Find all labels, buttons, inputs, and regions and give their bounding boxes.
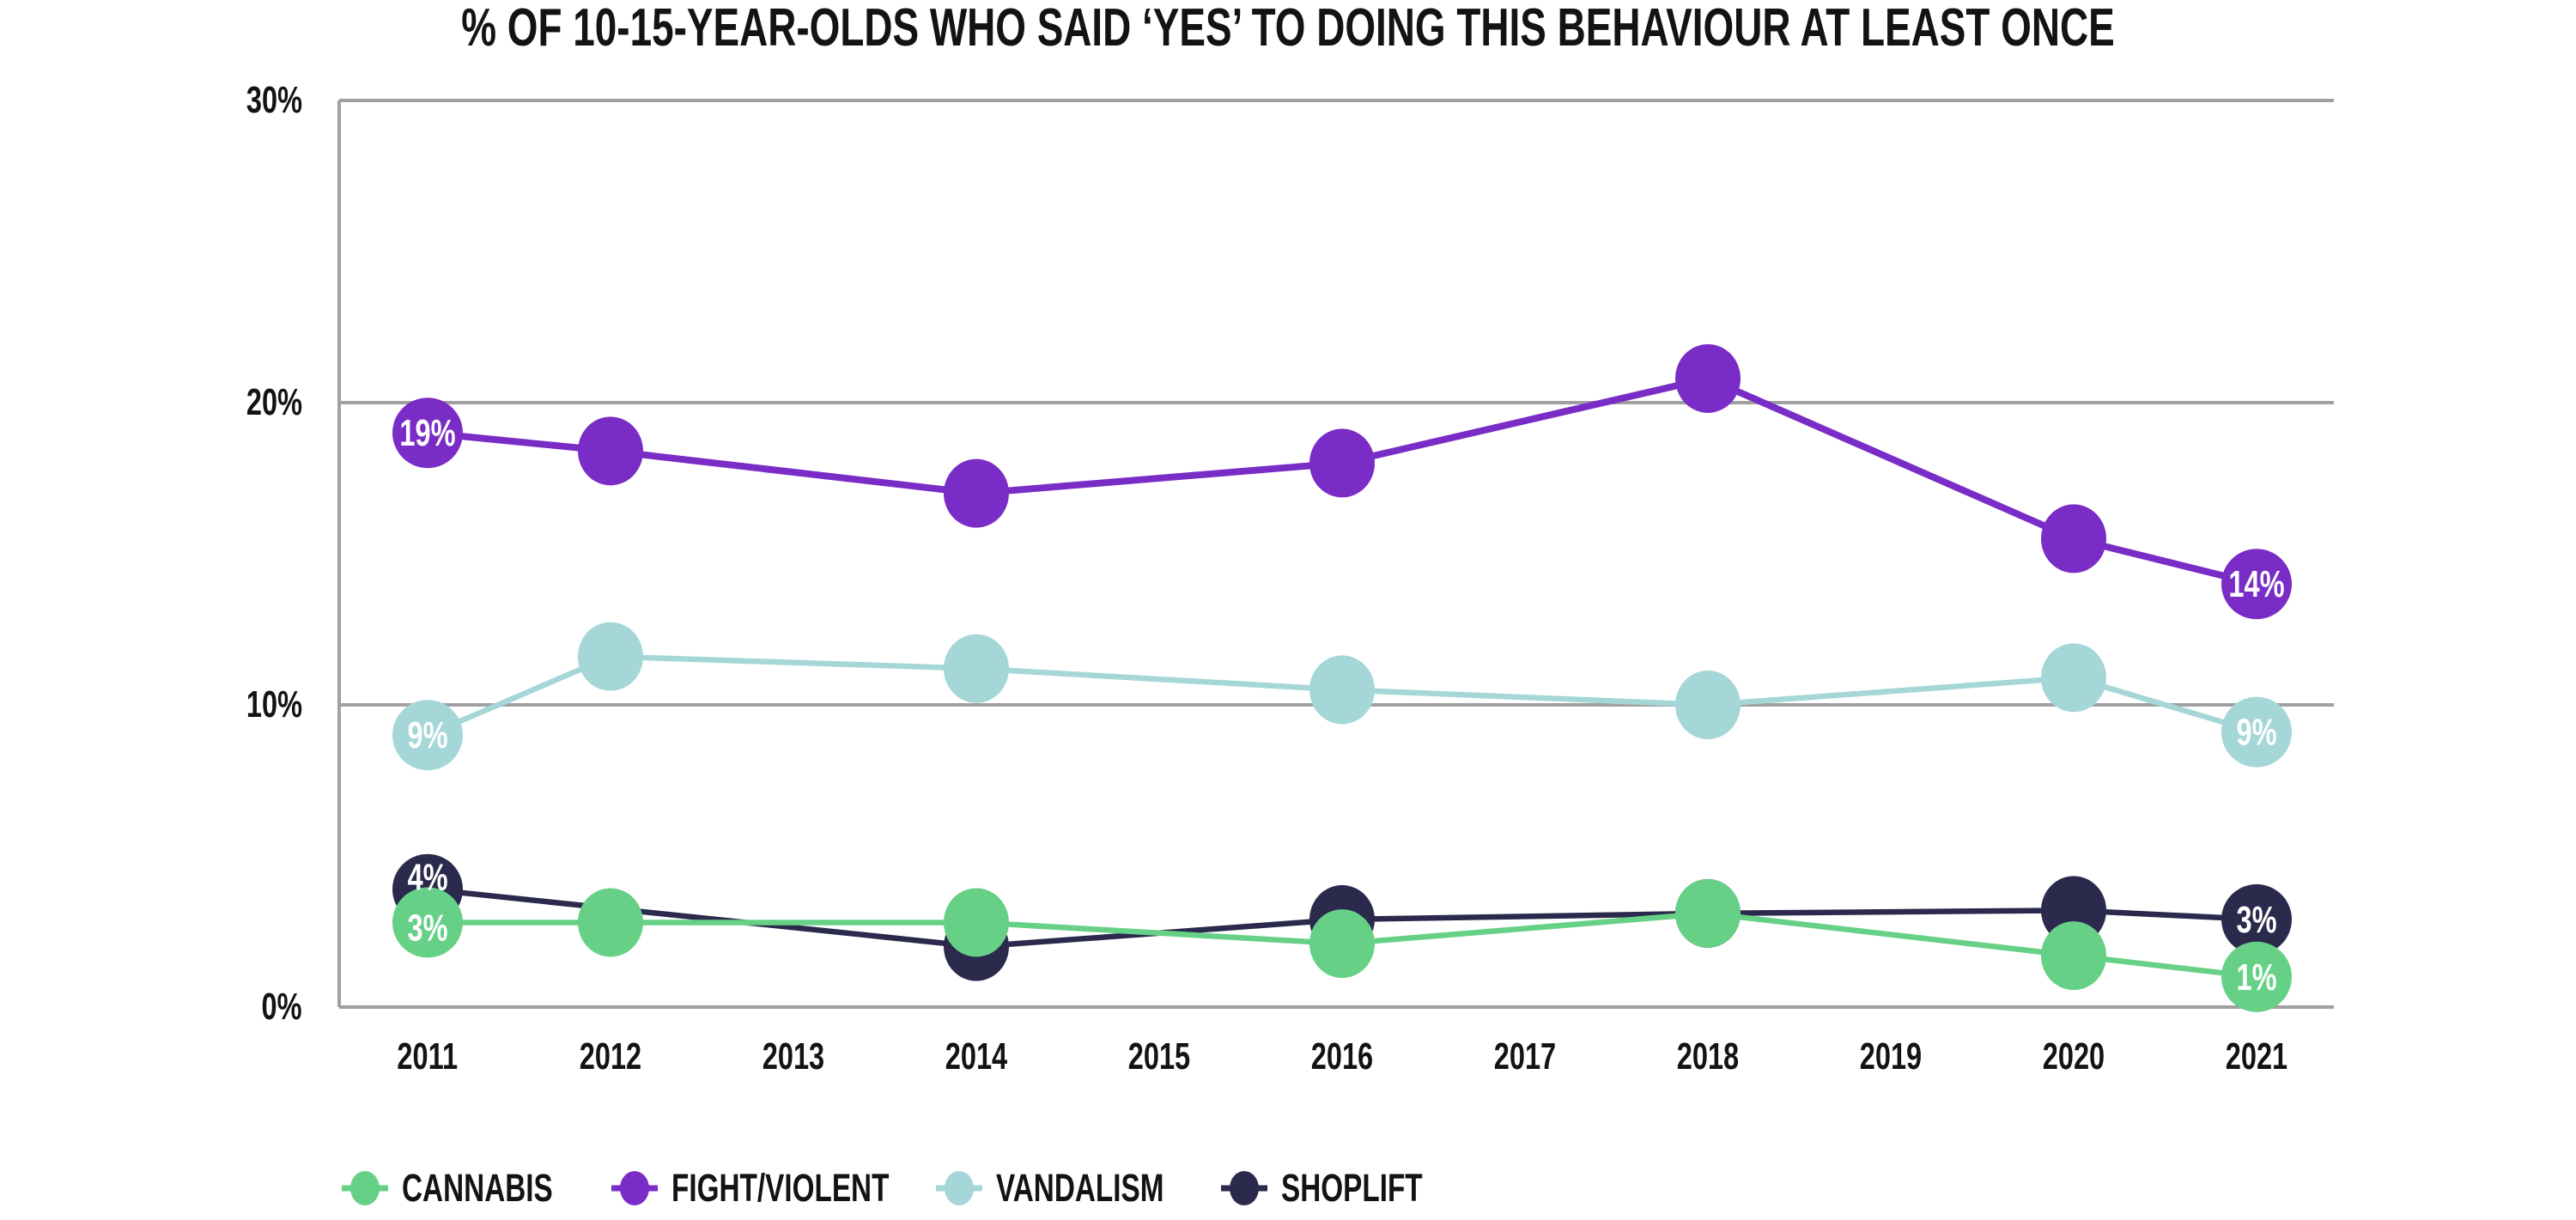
data-point-marker-vandalism-2014 [944, 634, 1009, 703]
x-tick-text: 2020 [2042, 1035, 2105, 1077]
x-tick-text: 2013 [762, 1035, 825, 1077]
cannabis-series-marker-icon [342, 1170, 388, 1205]
x-tick-text: 2021 [2225, 1035, 2288, 1077]
shoplift-series-marker-icon [1221, 1170, 1267, 1205]
data-point-marker-cannabis-2011 [392, 887, 463, 958]
data-point-marker-vandalism-2018 [1675, 671, 1741, 739]
x-tick-text: 2014 [945, 1035, 1008, 1077]
x-tick-text: 2011 [397, 1035, 459, 1077]
data-point-marker-cannabis-2018 [1675, 878, 1741, 948]
x-tick-text: 2017 [1493, 1035, 1557, 1077]
data-point-label: 19% [399, 413, 455, 455]
data-point-label: 9% [2236, 712, 2276, 754]
data-point-marker-vandalism-2020 [2041, 643, 2106, 713]
data-point-marker-cannabis-2016 [1309, 909, 1375, 979]
y-tick-text: 10% [246, 683, 302, 725]
x-axis-tick-label-2014: 2014 [882, 1035, 1071, 1079]
x-tick-text: 2019 [1859, 1035, 1923, 1077]
data-point-marker-vandalism-2012 [578, 622, 643, 691]
data-point-marker-fight-violent-2018 [1675, 343, 1741, 413]
x-axis-tick-label-2018: 2018 [1613, 1035, 1802, 1079]
legend-item-label: FIGHT/VIOLENT [671, 1165, 890, 1210]
data-point-label: 1% [2236, 956, 2276, 998]
x-tick-text: 2018 [1676, 1035, 1740, 1077]
y-tick-text: 0% [261, 986, 302, 1028]
x-axis-tick-label-2015: 2015 [1065, 1035, 1254, 1079]
data-point-marker-fight-violent-2011 [392, 398, 463, 469]
data-point-label: 14% [2228, 564, 2284, 606]
data-point-marker-vandalism-2021 [2221, 696, 2292, 768]
legend-item-label: SHOPLIFT [1281, 1165, 1423, 1210]
data-point-label: 4% [407, 857, 447, 899]
vandalism-series-marker-icon [936, 1170, 982, 1205]
data-point-marker-cannabis-2021 [2221, 941, 2292, 1012]
legend-item-fight-violent: FIGHT/VIOLENT [611, 1156, 966, 1220]
data-point-marker-fight-violent-2012 [578, 416, 643, 486]
x-axis-tick-label-2020: 2020 [1979, 1035, 2168, 1079]
legend-item-vandalism: VANDALISM [936, 1156, 1223, 1220]
data-point-marker-fight-violent-2016 [1309, 428, 1375, 498]
data-point-marker-cannabis-2020 [2041, 921, 2106, 991]
x-axis-tick-label-2017: 2017 [1431, 1035, 1619, 1079]
data-point-marker-fight-violent-2021 [2221, 549, 2292, 620]
y-axis-tick-label-0%: 0% [88, 983, 302, 1031]
x-axis-tick-label-2019: 2019 [1796, 1035, 1985, 1079]
data-point-marker-fight-violent-2014 [944, 458, 1009, 528]
data-point-label: 3% [407, 907, 447, 950]
data-point-marker-fight-violent-2020 [2041, 504, 2106, 574]
y-axis-tick-label-20%: 20% [88, 379, 302, 427]
data-point-label: 9% [407, 715, 447, 757]
legend-item-cannabis: CANNABIS [342, 1156, 606, 1220]
y-axis-tick-label-30%: 30% [88, 76, 302, 124]
data-point-marker-vandalism-2011 [392, 700, 463, 771]
x-tick-text: 2012 [579, 1035, 642, 1077]
data-point-marker-shoplift-2021 [2221, 883, 2292, 955]
data-point-marker-cannabis-2012 [578, 888, 643, 957]
legend: CANNABIS FIGHT/VIOLENT VANDALISM SHOPLIFT [0, 1156, 2576, 1220]
fight-violent-series-marker-icon [611, 1170, 658, 1205]
legend-item-label: CANNABIS [402, 1165, 553, 1210]
x-tick-text: 2016 [1310, 1035, 1374, 1077]
x-axis-tick-label-2016: 2016 [1248, 1035, 1437, 1079]
x-axis-tick-label-2011: 2011 [333, 1035, 522, 1079]
chart-title: % OF 10-15-YEAR-OLDS WHO SAID ‘YES’ TO D… [461, 0, 2115, 58]
x-axis-tick-label-2013: 2013 [699, 1035, 888, 1079]
x-tick-text: 2015 [1127, 1035, 1191, 1077]
data-point-marker-cannabis-2014 [944, 888, 1009, 957]
y-axis-tick-label-10%: 10% [88, 681, 302, 729]
data-point-label: 3% [2236, 899, 2276, 941]
x-axis-tick-label-2012: 2012 [516, 1035, 705, 1079]
legend-item-shoplift: SHOPLIFT [1221, 1156, 1473, 1220]
x-axis-tick-label-2021: 2021 [2162, 1035, 2351, 1079]
data-point-marker-vandalism-2016 [1309, 655, 1375, 725]
legend-item-label: VANDALISM [996, 1165, 1164, 1210]
chart-title-row: % OF 10-15-YEAR-OLDS WHO SAID ‘YES’ TO D… [0, 0, 2576, 57]
y-tick-text: 20% [246, 381, 302, 423]
y-tick-text: 30% [246, 79, 302, 121]
